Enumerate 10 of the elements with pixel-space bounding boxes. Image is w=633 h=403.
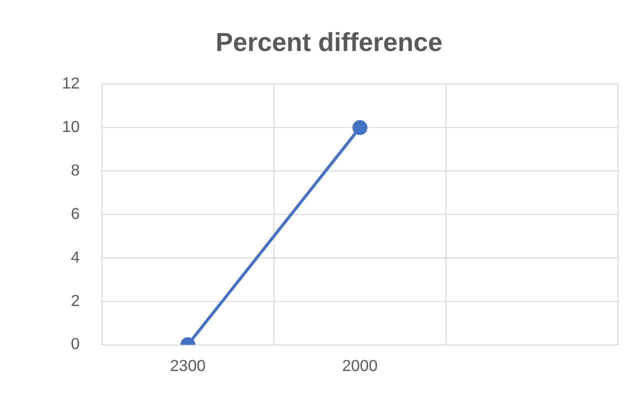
chart-title: Percent difference — [216, 26, 442, 57]
y-tick-label: 12 — [62, 76, 80, 93]
x-tick-label: 2300 — [170, 358, 206, 375]
y-tick-label: 0 — [70, 336, 80, 354]
y-tick-label: 6 — [70, 206, 80, 223]
y-tick-label: 4 — [70, 249, 80, 266]
y-tick-label: 2 — [70, 292, 80, 310]
y-tick-label: 10 — [62, 119, 80, 136]
y-tick-label: 8 — [70, 162, 80, 180]
x-tick-label: 2000 — [342, 358, 378, 375]
